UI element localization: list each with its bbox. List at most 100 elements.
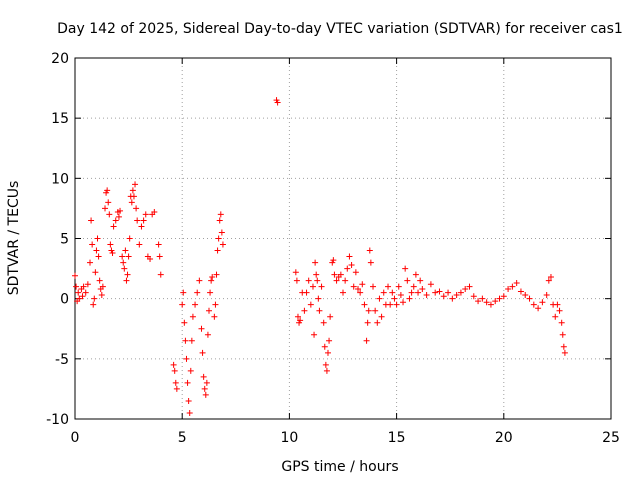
- y-tick-label: -10: [46, 412, 69, 428]
- data-point: [170, 361, 177, 368]
- data-point: [357, 289, 364, 296]
- data-point: [445, 289, 452, 296]
- data-point: [348, 261, 355, 268]
- data-point: [188, 337, 195, 344]
- data-point: [487, 301, 494, 308]
- data-points: [72, 97, 568, 416]
- data-point: [117, 207, 124, 214]
- data-point: [124, 271, 131, 278]
- data-point: [119, 253, 126, 260]
- data-point: [374, 319, 381, 326]
- data-point: [321, 343, 328, 350]
- data-point: [207, 289, 214, 296]
- data-point: [172, 379, 179, 386]
- data-point: [408, 289, 415, 296]
- data-point: [184, 379, 191, 386]
- data-point: [389, 289, 396, 296]
- data-point: [211, 313, 218, 320]
- data-point: [151, 209, 158, 216]
- data-point: [316, 307, 323, 314]
- x-tick-label: 5: [178, 430, 187, 446]
- data-point: [547, 274, 554, 281]
- data-point: [315, 295, 322, 302]
- data-point: [88, 217, 95, 224]
- data-point: [556, 307, 563, 314]
- data-point: [200, 373, 207, 380]
- data-point: [457, 289, 464, 296]
- data-point: [107, 241, 114, 248]
- x-axis-label: GPS time / hours: [281, 459, 398, 475]
- data-point: [344, 265, 351, 272]
- data-point: [294, 313, 301, 320]
- data-point: [87, 259, 94, 266]
- data-point: [440, 293, 447, 300]
- data-point: [500, 293, 507, 300]
- data-point: [535, 305, 542, 312]
- data-point: [517, 288, 524, 295]
- data-point: [212, 301, 219, 308]
- data-point: [352, 269, 359, 276]
- data-point: [561, 349, 568, 356]
- data-point: [415, 289, 422, 296]
- data-point: [539, 299, 546, 306]
- data-point: [109, 249, 116, 256]
- data-point: [363, 337, 370, 344]
- data-point: [365, 307, 372, 314]
- data-point: [182, 337, 189, 344]
- data-point: [203, 379, 210, 386]
- x-tick-label: 15: [388, 430, 406, 446]
- data-point: [73, 283, 80, 290]
- data-point: [274, 99, 281, 106]
- x-tick-label: 10: [280, 430, 298, 446]
- data-point: [423, 292, 430, 299]
- data-point: [115, 213, 122, 220]
- data-point: [204, 331, 211, 338]
- data-point: [198, 325, 205, 332]
- data-point: [417, 277, 424, 284]
- data-point: [313, 271, 320, 278]
- data-point: [466, 283, 473, 290]
- data-point: [366, 247, 373, 254]
- data-point: [93, 247, 100, 254]
- data-point: [126, 235, 133, 242]
- data-point: [331, 271, 338, 278]
- data-point: [453, 292, 460, 299]
- data-point: [202, 391, 209, 398]
- data-point: [545, 277, 552, 284]
- data-point: [187, 367, 194, 374]
- data-point: [432, 289, 439, 296]
- data-point: [201, 385, 208, 392]
- data-point: [419, 286, 426, 293]
- data-point: [138, 223, 145, 230]
- data-point: [558, 319, 565, 326]
- data-point: [173, 385, 180, 392]
- data-point: [214, 247, 221, 254]
- data-point: [333, 277, 340, 284]
- data-point: [320, 319, 327, 326]
- data-point: [406, 295, 413, 302]
- data-point: [147, 255, 154, 262]
- data-point: [125, 253, 132, 260]
- data-point: [376, 295, 383, 302]
- data-point: [496, 295, 503, 302]
- data-point: [355, 286, 362, 293]
- data-point: [179, 301, 186, 308]
- data-point: [311, 331, 318, 338]
- data-point: [98, 292, 105, 299]
- data-point: [209, 274, 216, 281]
- data-point: [479, 295, 486, 302]
- data-point: [412, 271, 419, 278]
- axis-ticks: [74, 57, 612, 420]
- data-point: [105, 199, 112, 206]
- y-tick-label: -5: [55, 352, 69, 368]
- data-point: [327, 313, 334, 320]
- data-point: [322, 361, 329, 368]
- data-point: [123, 277, 130, 284]
- data-point: [427, 281, 434, 288]
- data-point: [142, 211, 149, 218]
- data-point: [186, 409, 193, 416]
- data-point: [367, 259, 374, 266]
- data-point: [350, 283, 357, 290]
- data-point: [218, 229, 225, 236]
